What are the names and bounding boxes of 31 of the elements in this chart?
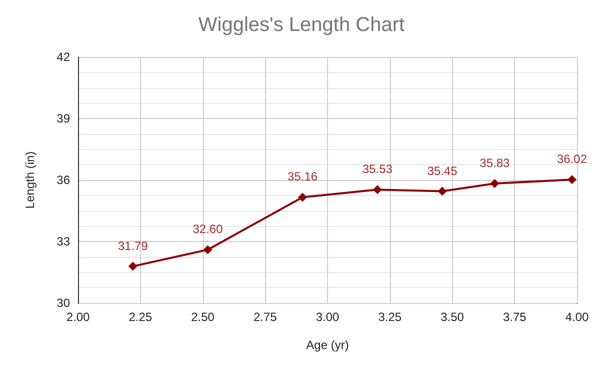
x-tick-label: 2.25 [128, 310, 152, 324]
point [203, 245, 212, 254]
y-tick-label: 39 [56, 112, 70, 126]
x-tick-label: 3.25 [378, 310, 402, 324]
x-tick-label: 4.00 [565, 310, 589, 324]
x-tick-label: 3.50 [440, 310, 464, 324]
x-tick-label: 2.75 [253, 310, 278, 324]
y-tick-label: 33 [56, 234, 70, 248]
x-tick-label: 2.00 [66, 310, 90, 324]
data-label: 35.16 [288, 170, 318, 184]
chart-title: Wiggles's Length Chart [198, 14, 406, 36]
x-tick-label: 2.50 [191, 310, 215, 324]
point [298, 192, 308, 202]
data-label: 35.83 [480, 156, 510, 170]
point [438, 186, 447, 196]
data-label: 31.79 [118, 238, 148, 253]
point [372, 185, 382, 194]
y-tick-label: 36 [56, 173, 70, 187]
x-axis-title: Age (yr) [306, 338, 349, 352]
y-axis-title: Length (in) [23, 151, 37, 209]
data-label: 35.53 [362, 162, 393, 176]
x-tick-label: 3.00 [316, 310, 340, 324]
y-tick-label: 42 [56, 50, 70, 64]
point [490, 178, 500, 188]
data-label: 35.45 [427, 164, 458, 178]
point [568, 175, 577, 184]
data-label: 32.60 [192, 222, 224, 236]
x-tick-label: 3.75 [502, 310, 527, 324]
point [128, 262, 138, 271]
data-label: 36.02 [556, 152, 588, 166]
y-tick-label: 30 [56, 296, 70, 310]
